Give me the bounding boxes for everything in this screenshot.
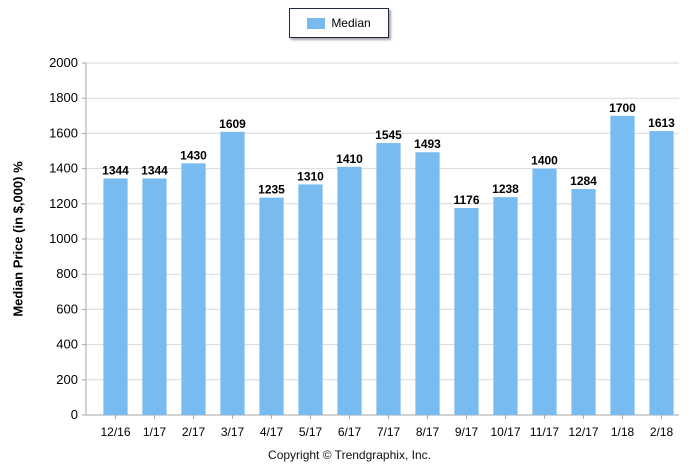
x-tick-label: 12/17 [568,425,598,439]
x-tick-label: 8/17 [416,425,440,439]
x-tick-label: 12/16 [100,425,130,439]
bar-value-label: 1235 [258,183,285,197]
y-tick-label: 1600 [49,125,78,140]
x-tick-label: 2/18 [650,425,674,439]
x-tick-label: 11/17 [530,425,559,439]
legend-swatch [307,17,326,29]
bar-value-label: 1613 [648,116,675,130]
y-tick-label: 0 [71,407,78,422]
x-tick-label: 5/17 [299,425,323,439]
y-tick-label: 1200 [49,196,78,211]
bar-value-label: 1410 [336,152,363,166]
x-tick-label: 2/17 [182,425,206,439]
x-tick-label: 7/17 [377,425,401,439]
bar [532,168,557,415]
bar [337,166,362,415]
y-tick-label: 1400 [49,161,78,176]
bar-value-label: 1700 [609,101,636,115]
bar-value-label: 1344 [141,163,168,177]
bar [493,197,518,415]
bar-value-label: 1400 [531,154,558,168]
chart-legend: Median [289,8,389,38]
bar [610,115,635,416]
bar [259,197,284,415]
x-tick-label: 1/18 [611,425,635,439]
bar [103,178,128,415]
y-tick-label: 600 [56,301,78,316]
bar-value-label: 1284 [570,174,597,188]
bar-value-label: 1545 [375,128,402,142]
y-tick-label: 1000 [49,231,78,246]
y-tick-label: 400 [56,337,78,352]
bar [298,184,323,415]
x-tick-label: 10/17 [490,425,520,439]
copyright-text: Copyright © Trendgraphix, Inc. [268,448,431,462]
legend-label: Median [331,16,371,30]
bar-value-label: 1609 [219,117,246,131]
bar [220,131,245,416]
bar [415,152,440,415]
bar [454,208,479,415]
x-tick-label: 9/17 [455,425,479,439]
x-tick-label: 3/17 [221,425,245,439]
bar-value-label: 1238 [492,182,519,196]
x-tick-label: 1/17 [143,425,167,439]
bar [649,131,674,415]
y-tick-label: 2000 [49,55,78,70]
bar [181,163,206,415]
x-tick-label: 6/17 [338,425,362,439]
bar [376,143,401,415]
bar-value-label: 1493 [414,137,441,151]
bar-value-label: 1176 [453,193,479,207]
bar [571,189,596,415]
y-tick-label: 1800 [49,90,78,105]
bar-value-label: 1430 [180,148,207,162]
bar [142,178,167,415]
bar-value-label: 1310 [297,169,324,183]
x-tick-label: 4/17 [260,425,284,439]
y-tick-label: 200 [56,372,78,387]
bar-value-label: 1344 [102,163,129,177]
y-tick-label: 800 [56,266,78,281]
